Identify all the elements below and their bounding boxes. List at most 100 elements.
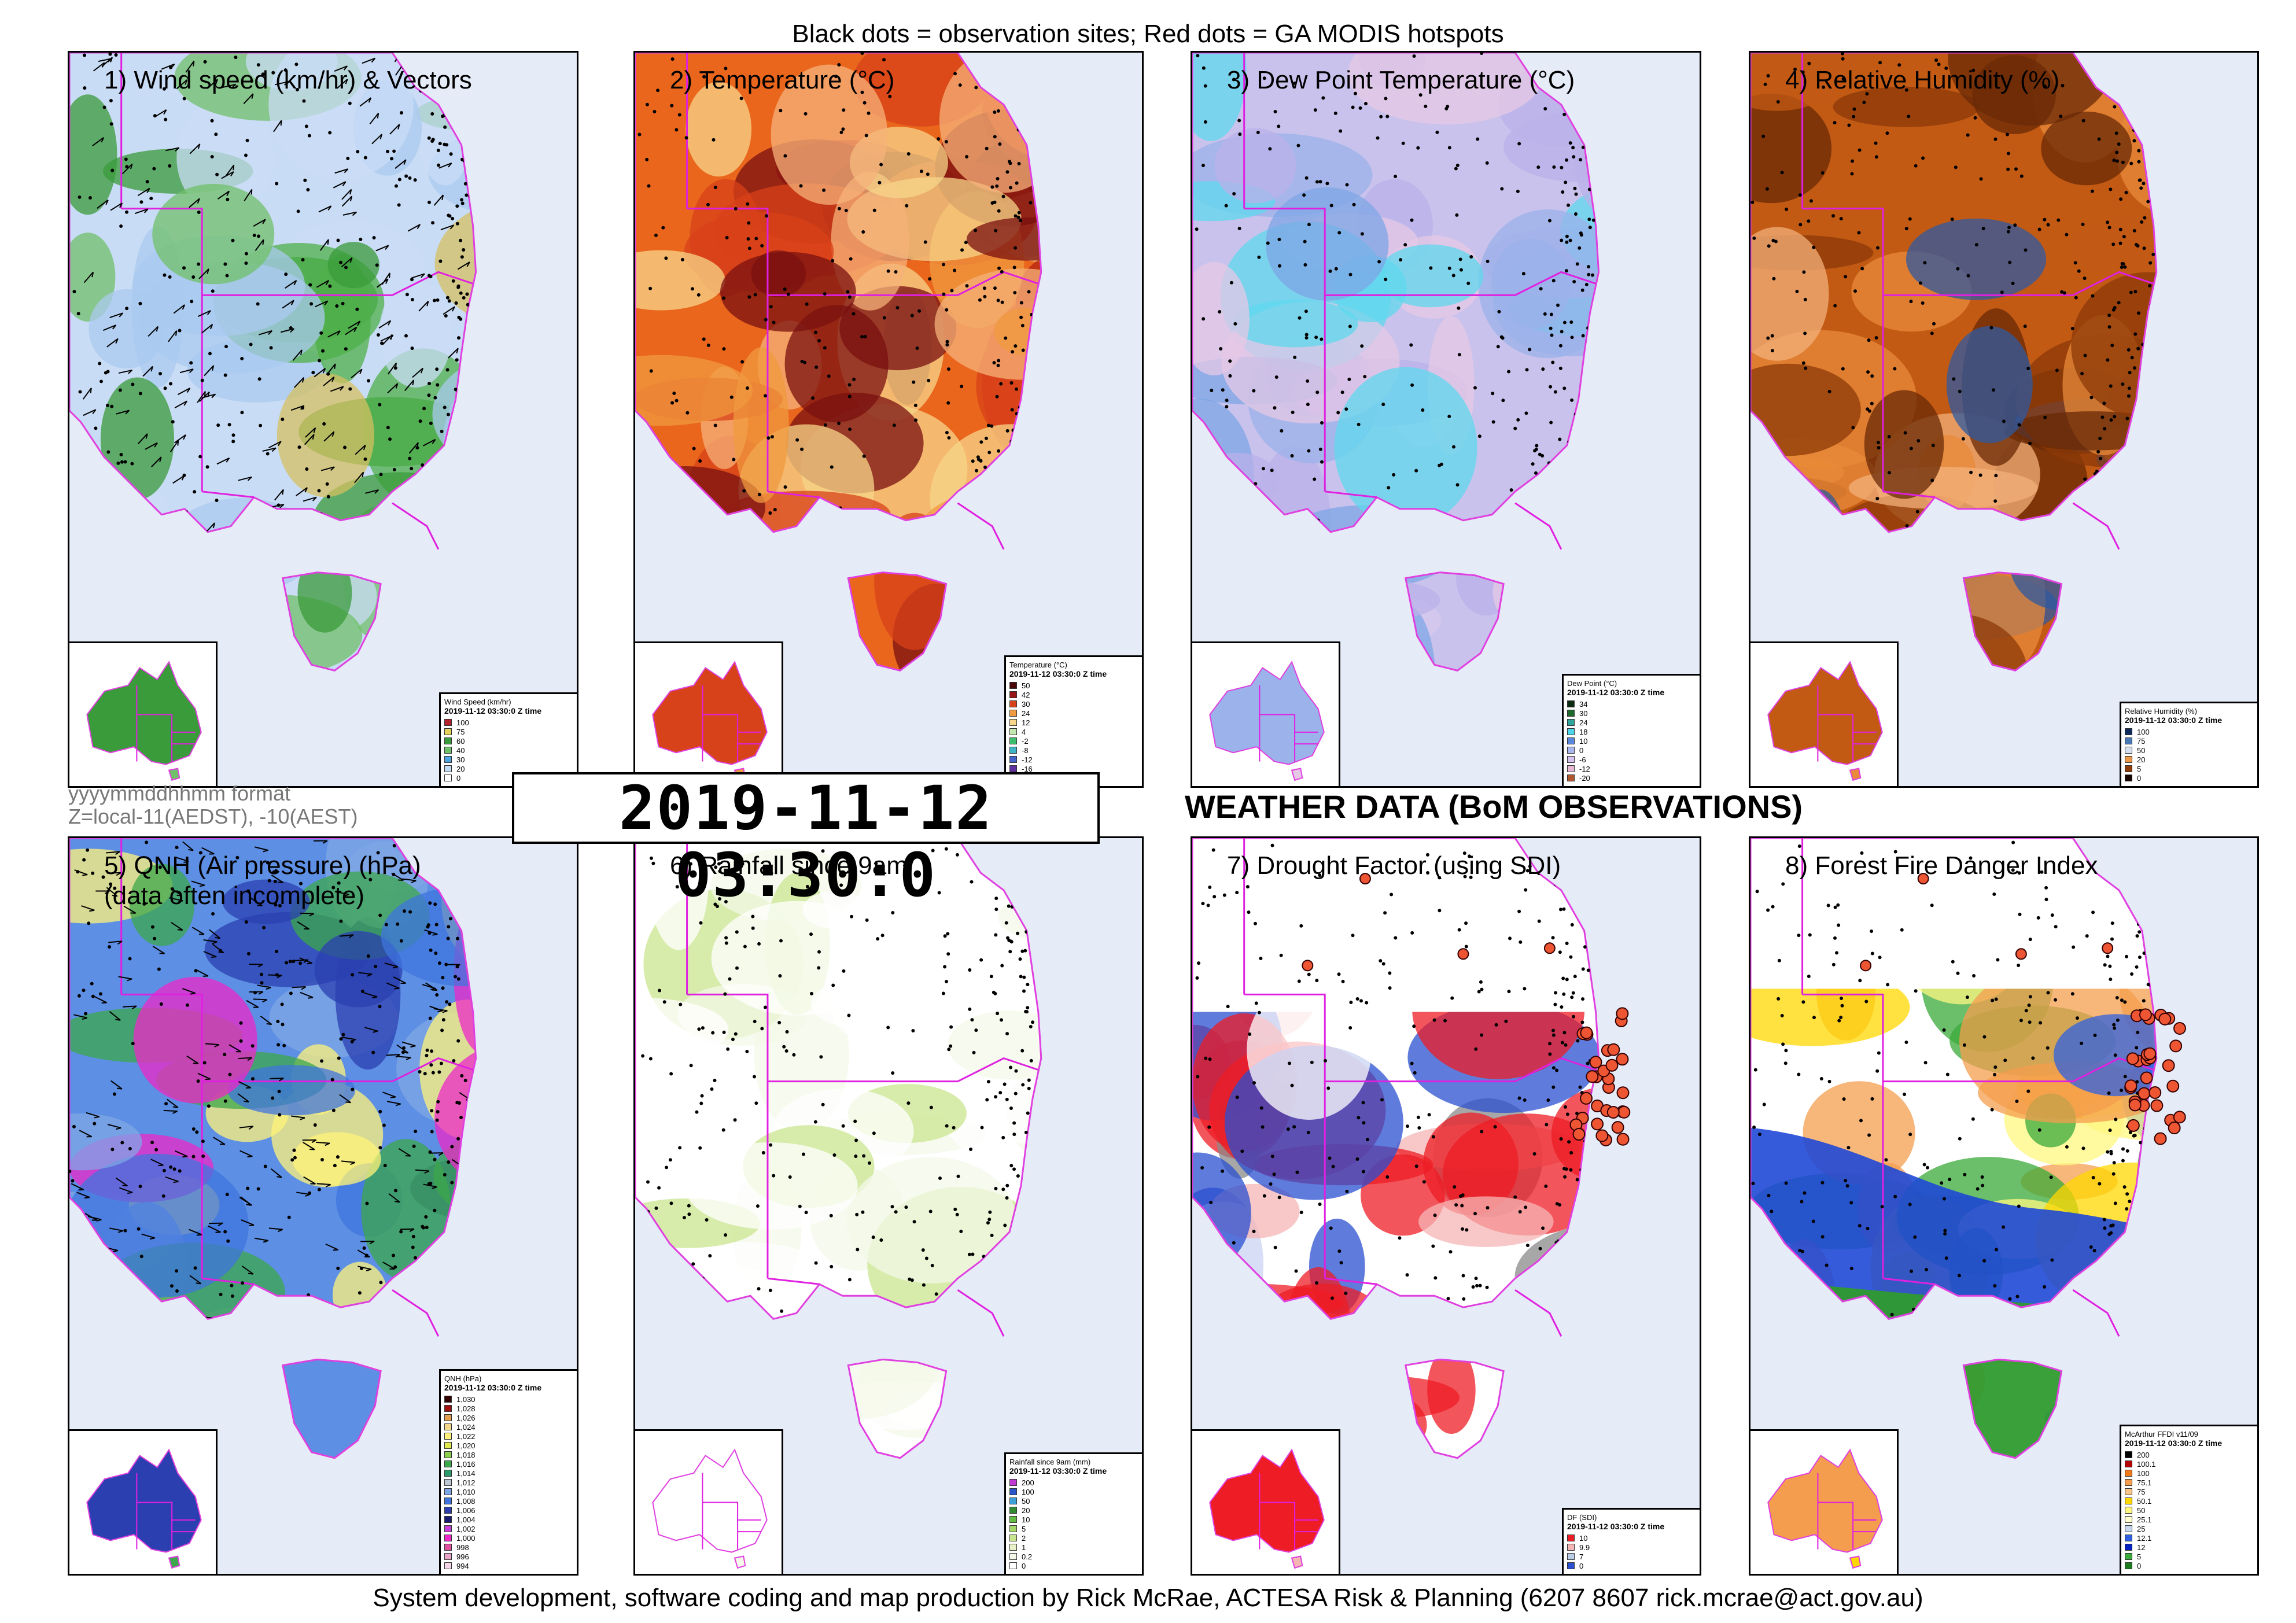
- wind-vector-head: [211, 393, 216, 399]
- legend-swatch: [2125, 1525, 2132, 1532]
- wind-vector-head: [172, 1106, 178, 1108]
- wind-vector: [191, 927, 205, 935]
- observation-site: [746, 237, 750, 241]
- wind-vector-head: [257, 905, 263, 906]
- wind-vector-head: [116, 1127, 121, 1130]
- observation-site: [753, 293, 757, 297]
- legend-swatch: [444, 1488, 452, 1495]
- observation-site: [256, 63, 260, 67]
- observation-site: [726, 1047, 730, 1051]
- legend-swatch: [2125, 737, 2132, 744]
- wind-vector-head: [342, 181, 347, 186]
- observation-site: [1904, 88, 1908, 92]
- observation-site: [1564, 1167, 1568, 1171]
- observation-site: [1027, 1078, 1031, 1082]
- observation-site: [2142, 999, 2146, 1003]
- wind-vector: [119, 1187, 133, 1193]
- legend-title: Temperature (°C): [1009, 661, 1067, 669]
- wind-vector-head: [143, 208, 149, 213]
- observation-site: [2108, 964, 2112, 968]
- observation-site: [1875, 1069, 1879, 1073]
- legend-title: Relative Humidity (%): [2125, 707, 2197, 715]
- observation-site: [2143, 216, 2147, 220]
- observation-site: [1431, 1135, 1435, 1139]
- observation-site: [882, 58, 886, 62]
- observation-site: [1274, 375, 1278, 379]
- wind-vector-head: [266, 987, 271, 990]
- legend-item: 0: [2125, 1561, 2254, 1570]
- legend-label: 1,008: [456, 1496, 476, 1506]
- observation-site: [1024, 1130, 1028, 1134]
- wind-vector: [241, 1219, 255, 1226]
- wind-vector-head: [150, 366, 153, 372]
- observation-site: [1804, 366, 1808, 370]
- observation-site: [424, 1215, 428, 1219]
- observation-site: [2130, 356, 2134, 360]
- observation-site: [1777, 958, 1781, 962]
- observation-site: [2017, 964, 2021, 968]
- legend-label: 60: [456, 736, 465, 746]
- observation-site: [946, 367, 950, 371]
- observation-site: [277, 1043, 281, 1047]
- observation-site: [1463, 875, 1467, 879]
- observation-site: [1925, 1267, 1928, 1271]
- tasmania-coastline: [281, 1358, 382, 1459]
- observation-site: [1457, 306, 1461, 310]
- observation-site: [1579, 233, 1583, 237]
- observation-site: [98, 362, 102, 366]
- observation-site: [1253, 921, 1257, 925]
- modis-hotspot: [1616, 1086, 1630, 1100]
- observation-site: [1360, 232, 1364, 236]
- observation-site: [1224, 204, 1228, 208]
- observation-site: [649, 856, 653, 860]
- observation-site: [1800, 1200, 1804, 1204]
- observation-site: [71, 1179, 75, 1183]
- legend-label: 998: [456, 1543, 469, 1552]
- legend-subtitle: 2019-11-12 03:30:0 Z time: [2125, 1438, 2223, 1448]
- observation-site: [1433, 1276, 1438, 1280]
- legend-label: -16: [1022, 764, 1033, 773]
- observation-site: [837, 62, 841, 67]
- observation-site: [1232, 78, 1236, 82]
- observation-site: [331, 886, 336, 890]
- observation-site: [427, 200, 432, 204]
- observation-site: [83, 86, 87, 90]
- observation-site: [1218, 310, 1222, 314]
- wind-vector: [262, 447, 277, 452]
- observation-site: [2013, 223, 2017, 227]
- observation-site: [2046, 223, 2050, 227]
- observation-site: [1570, 335, 1574, 340]
- observation-site: [2125, 1207, 2129, 1211]
- observation-site: [306, 188, 310, 192]
- observation-site: [2043, 1285, 2047, 1289]
- observation-site: [1225, 399, 1229, 403]
- observation-site: [328, 131, 332, 135]
- observation-site: [788, 1175, 792, 1179]
- observation-site: [395, 184, 399, 188]
- observation-site: [705, 1218, 709, 1222]
- wind-vector: [348, 320, 361, 329]
- observation-site: [1257, 1010, 1261, 1015]
- observation-site: [1553, 1002, 1557, 1006]
- legend-swatch: [1567, 1535, 1575, 1541]
- observation-site: [1261, 1125, 1265, 1129]
- observation-site: [805, 302, 809, 306]
- observation-site: [1320, 337, 1324, 341]
- observation-site: [1571, 991, 1575, 995]
- observation-site: [1499, 335, 1503, 339]
- observation-site: [123, 1229, 127, 1233]
- wind-vector: [398, 1148, 411, 1157]
- observation-site: [1485, 1285, 1489, 1289]
- observation-site: [114, 53, 118, 57]
- observation-site: [1793, 67, 1797, 71]
- observation-site: [2116, 159, 2120, 163]
- observation-site: [2054, 925, 2058, 929]
- observation-site: [244, 252, 248, 256]
- observation-site: [2007, 226, 2011, 230]
- observation-site: [960, 385, 964, 389]
- legend-label: -12: [1579, 764, 1590, 773]
- observation-site: [1926, 1165, 1929, 1170]
- observation-site: [1570, 995, 1574, 999]
- observation-site: [335, 304, 339, 308]
- observation-site: [226, 197, 230, 201]
